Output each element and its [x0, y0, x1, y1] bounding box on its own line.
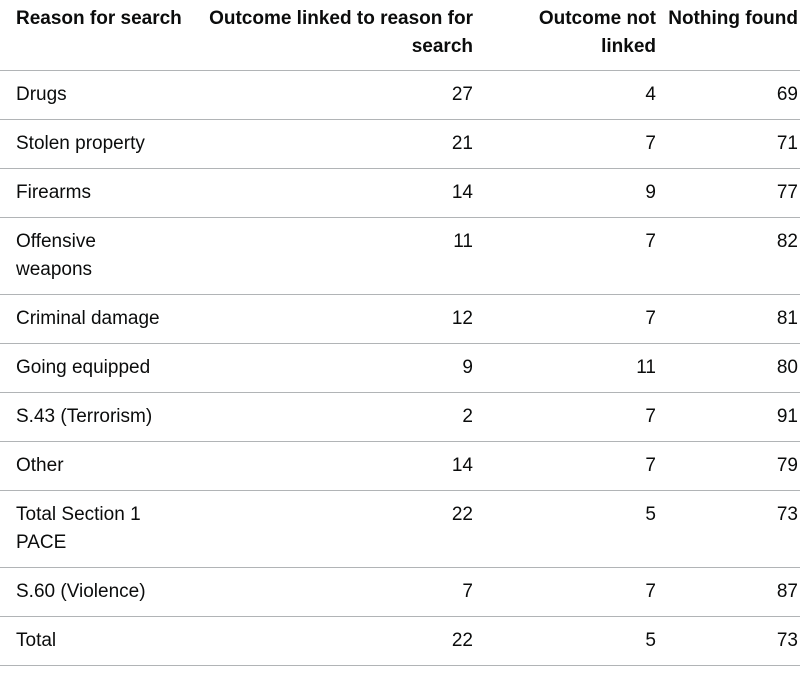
cell-outcome-not-linked: 7: [485, 217, 668, 295]
cell-outcome-linked: 14: [185, 168, 485, 218]
cell-reason: Stolen property: [0, 119, 185, 169]
table-row: S.60 (Violence) 7 7 87: [0, 567, 800, 617]
cell-nothing-found: 71: [668, 119, 800, 169]
header-row: Reason for search Outcome linked to reas…: [0, 0, 800, 71]
cell-reason: S.60 (Violence): [0, 567, 185, 617]
cell-nothing-found: 73: [668, 490, 800, 568]
cell-outcome-not-linked: 7: [485, 392, 668, 442]
column-header-outcome-not-linked: Outcome not linked: [485, 0, 668, 71]
cell-outcome-not-linked: 7: [485, 441, 668, 491]
table-row: Total Section 1 PACE 22 5 73: [0, 490, 800, 568]
column-header-reason: Reason for search: [0, 0, 185, 71]
cell-outcome-not-linked: 7: [485, 567, 668, 617]
table-row: Criminal damage 12 7 81: [0, 294, 800, 344]
table-row: Total 22 5 73: [0, 616, 800, 666]
cell-outcome-linked: 22: [185, 616, 485, 666]
cell-reason: S.43 (Terrorism): [0, 392, 185, 442]
cell-outcome-linked: 27: [185, 70, 485, 120]
cell-outcome-linked: 22: [185, 490, 485, 568]
cell-outcome-not-linked: 5: [485, 616, 668, 666]
cell-outcome-linked: 12: [185, 294, 485, 344]
column-header-nothing-found: Nothing found: [668, 0, 800, 71]
cell-reason: Total: [0, 616, 185, 666]
cell-outcome-not-linked: 7: [485, 119, 668, 169]
cell-outcome-linked: 11: [185, 217, 485, 295]
table-row: Stolen property 21 7 71: [0, 119, 800, 169]
table-body: Drugs 27 4 69 Stolen property 21 7 71 Firearms 14…: [0, 70, 800, 666]
cell-nothing-found: 73: [668, 616, 800, 666]
cell-outcome-linked: 21: [185, 119, 485, 169]
cell-reason: Criminal damage: [0, 294, 185, 344]
cell-reason: Total Section 1 PACE: [0, 490, 185, 568]
table-row: Firearms 14 9 77: [0, 168, 800, 218]
cell-outcome-not-linked: 11: [485, 343, 668, 393]
cell-reason: Going equipped: [0, 343, 185, 393]
cell-nothing-found: 77: [668, 168, 800, 218]
cell-nothing-found: 80: [668, 343, 800, 393]
cell-outcome-not-linked: 5: [485, 490, 668, 568]
cell-nothing-found: 82: [668, 217, 800, 295]
cell-nothing-found: 79: [668, 441, 800, 491]
cell-reason: Other: [0, 441, 185, 491]
cell-outcome-linked: 14: [185, 441, 485, 491]
search-outcomes-table: Reason for search Outcome linked to reas…: [0, 0, 800, 666]
cell-reason: Offensive weapons: [0, 217, 185, 295]
cell-outcome-not-linked: 9: [485, 168, 668, 218]
table-row: Going equipped 9 11 80: [0, 343, 800, 393]
column-header-outcome-linked: Outcome linked to reason for search: [185, 0, 485, 71]
cell-outcome-linked: 2: [185, 392, 485, 442]
table-header: Reason for search Outcome linked to reas…: [0, 0, 800, 71]
cell-nothing-found: 91: [668, 392, 800, 442]
cell-nothing-found: 81: [668, 294, 800, 344]
table-row: Drugs 27 4 69: [0, 70, 800, 120]
cell-nothing-found: 69: [668, 70, 800, 120]
cell-reason: Drugs: [0, 70, 185, 120]
cell-reason: Firearms: [0, 168, 185, 218]
cell-outcome-linked: 9: [185, 343, 485, 393]
table-row: Other 14 7 79: [0, 441, 800, 491]
table-row: Offensive weapons 11 7 82: [0, 217, 800, 295]
cell-nothing-found: 87: [668, 567, 800, 617]
cell-outcome-linked: 7: [185, 567, 485, 617]
cell-outcome-not-linked: 7: [485, 294, 668, 344]
table-row: S.43 (Terrorism) 2 7 91: [0, 392, 800, 442]
cell-outcome-not-linked: 4: [485, 70, 668, 120]
